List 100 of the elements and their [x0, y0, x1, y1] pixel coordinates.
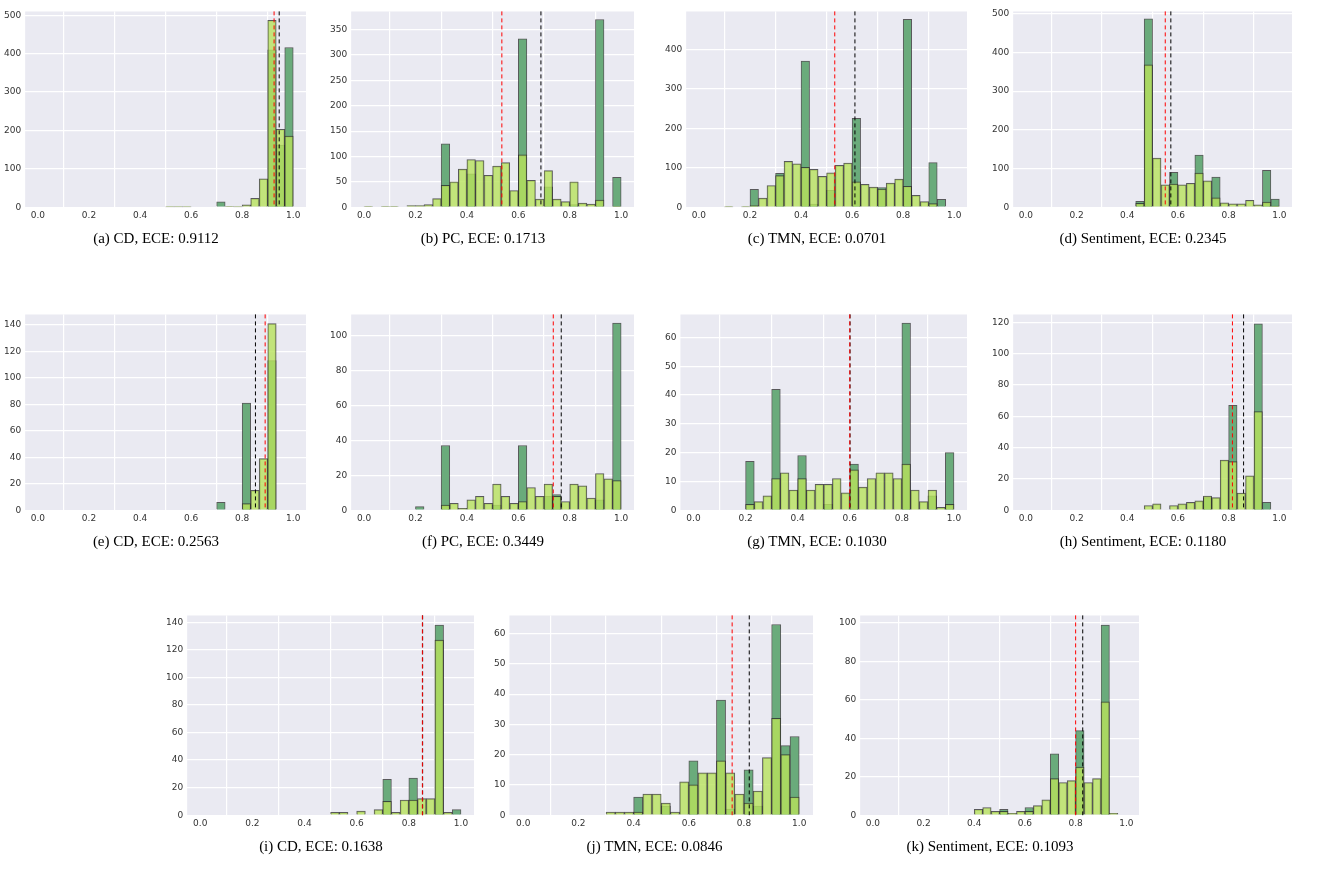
y-tick-label: 80 [997, 379, 1010, 390]
y-tick-label: 0 [499, 809, 506, 820]
y-tick-label: 140 [165, 616, 184, 627]
x-tick-label: 0.6 [1170, 209, 1186, 220]
y-tick-label: 0 [341, 201, 348, 212]
x-tick-label: 1.0 [1272, 512, 1287, 523]
y-tick-label: 80 [171, 699, 184, 710]
y-tick-label: 10 [494, 779, 506, 790]
y-tick-label: 60 [997, 410, 1010, 421]
x-tick-label: 0.4 [967, 817, 982, 828]
x-tick-label: 1.0 [947, 209, 962, 220]
y-tick-label: 80 [9, 398, 22, 409]
text: (g) TMN, ECE: 0.1030 [746, 533, 888, 550]
y-tick-label: 100 [165, 671, 184, 682]
x-tick-label: 0.6 [681, 817, 697, 828]
y-tick-label: 500 [991, 8, 1010, 19]
y-tick-label: 0 [1003, 201, 1010, 212]
x-tick-label: 0.0 [1018, 209, 1034, 220]
x-tick-label: 0.2 [408, 512, 423, 523]
y-tick-label: 60 [494, 627, 506, 638]
y-tick-label: 40 [335, 434, 348, 445]
y-tick-label: 20 [9, 478, 22, 489]
y-tick-label: 120 [3, 345, 22, 356]
x-tick-label: 0.2 [245, 817, 260, 828]
x-tick-label: 0.2 [81, 512, 97, 523]
x-tick-label: 1.0 [1272, 209, 1287, 220]
x-tick-label: 0.4 [1120, 512, 1135, 523]
x-tick-label: 0.6 [183, 512, 199, 523]
y-tick-label: 100 [838, 617, 857, 628]
y-tick-label: 100 [991, 162, 1010, 173]
x-tick-label: 0.0 [691, 209, 707, 220]
x-tick-label: 0.6 [1170, 512, 1186, 523]
x-tick-label: 0.4 [459, 209, 475, 220]
x-tick-label: 0.4 [793, 209, 809, 220]
y-tick-label: 0 [1003, 504, 1010, 515]
text: (f) PC, ECE: 0.3449 [420, 533, 546, 550]
y-tick-label: 0 [15, 504, 22, 515]
y-tick-label: 60 [844, 694, 857, 705]
text: (h) Sentiment, ECE: 0.1180 [1058, 533, 1228, 550]
y-tick-label: 60 [9, 425, 22, 436]
x-tick-label: 0.4 [790, 512, 806, 523]
text: (i) CD, ECE: 0.1638 [258, 838, 384, 855]
y-tick-label: 400 [3, 47, 22, 58]
x-tick-label: 0.0 [356, 512, 372, 523]
x-tick-label: 0.6 [1017, 817, 1033, 828]
x-tick-label: 0.8 [1068, 817, 1084, 828]
x-tick-label: 1.0 [286, 209, 301, 220]
x-tick-label: 0.4 [132, 209, 148, 220]
x-tick-label: 0.0 [30, 512, 46, 523]
y-tick-label: 40 [9, 451, 22, 462]
x-tick-label: 0.4 [132, 512, 148, 523]
x-tick-label: 0.0 [193, 817, 208, 828]
x-tick-label: 0.4 [1120, 209, 1135, 220]
x-tick-label: 0.2 [571, 817, 586, 828]
y-tick-label: 200 [329, 100, 348, 111]
y-tick-label: 400 [664, 43, 683, 54]
x-tick-label: 0.2 [742, 209, 758, 220]
y-tick-label: 100 [329, 150, 348, 161]
x-tick-label: 0.4 [297, 817, 312, 828]
y-tick-label: 200 [3, 124, 22, 135]
y-tick-label: 100 [329, 329, 348, 340]
y-tick-label: 500 [3, 9, 22, 20]
x-tick-label: 0.6 [842, 512, 858, 523]
text: (b) PC, ECE: 0.1713 [419, 230, 547, 247]
y-tick-label: 120 [165, 644, 184, 655]
text: (j) TMN, ECE: 0.0846 [585, 838, 724, 855]
x-tick-label: 0.2 [408, 209, 423, 220]
x-tick-label: 0.8 [562, 209, 578, 220]
y-tick-label: 40 [844, 732, 857, 743]
y-tick-label: 50 [665, 360, 677, 371]
x-tick-label: 0.0 [686, 512, 701, 523]
y-tick-label: 250 [329, 74, 348, 85]
y-tick-label: 300 [329, 49, 348, 60]
y-tick-label: 350 [329, 24, 348, 34]
x-tick-label: 1.0 [1119, 817, 1134, 828]
x-tick-label: 1.0 [792, 817, 807, 828]
y-tick-label: 100 [3, 163, 22, 174]
x-tick-label: 0.8 [235, 209, 250, 220]
y-tick-label: 400 [991, 46, 1010, 57]
y-tick-label: 40 [171, 754, 184, 765]
x-tick-label: 0.2 [1069, 512, 1084, 523]
y-tick-label: 50 [494, 658, 506, 669]
x-tick-label: 1.0 [453, 817, 469, 828]
x-tick-label: 0.8 [1221, 512, 1237, 523]
text: (e) CD, ECE: 0.2563 [91, 533, 221, 550]
y-tick-label: 150 [329, 125, 348, 136]
y-tick-label: 300 [664, 83, 683, 94]
x-tick-label: 1.0 [613, 209, 629, 220]
text: (k) Sentiment, ECE: 0.1093 [905, 838, 1075, 855]
y-tick-label: 200 [991, 124, 1010, 135]
y-tick-label: 300 [3, 86, 22, 97]
text: (d) Sentiment, ECE: 0.2345 [1058, 230, 1228, 247]
y-tick-label: 60 [335, 399, 348, 410]
y-tick-label: 300 [991, 85, 1010, 96]
y-tick-label: 80 [844, 655, 857, 666]
y-tick-label: 40 [494, 688, 506, 699]
y-tick-label: 50 [335, 176, 348, 187]
y-tick-label: 100 [3, 372, 22, 383]
y-tick-label: 0 [850, 809, 857, 820]
x-tick-label: 0.0 [865, 817, 881, 828]
